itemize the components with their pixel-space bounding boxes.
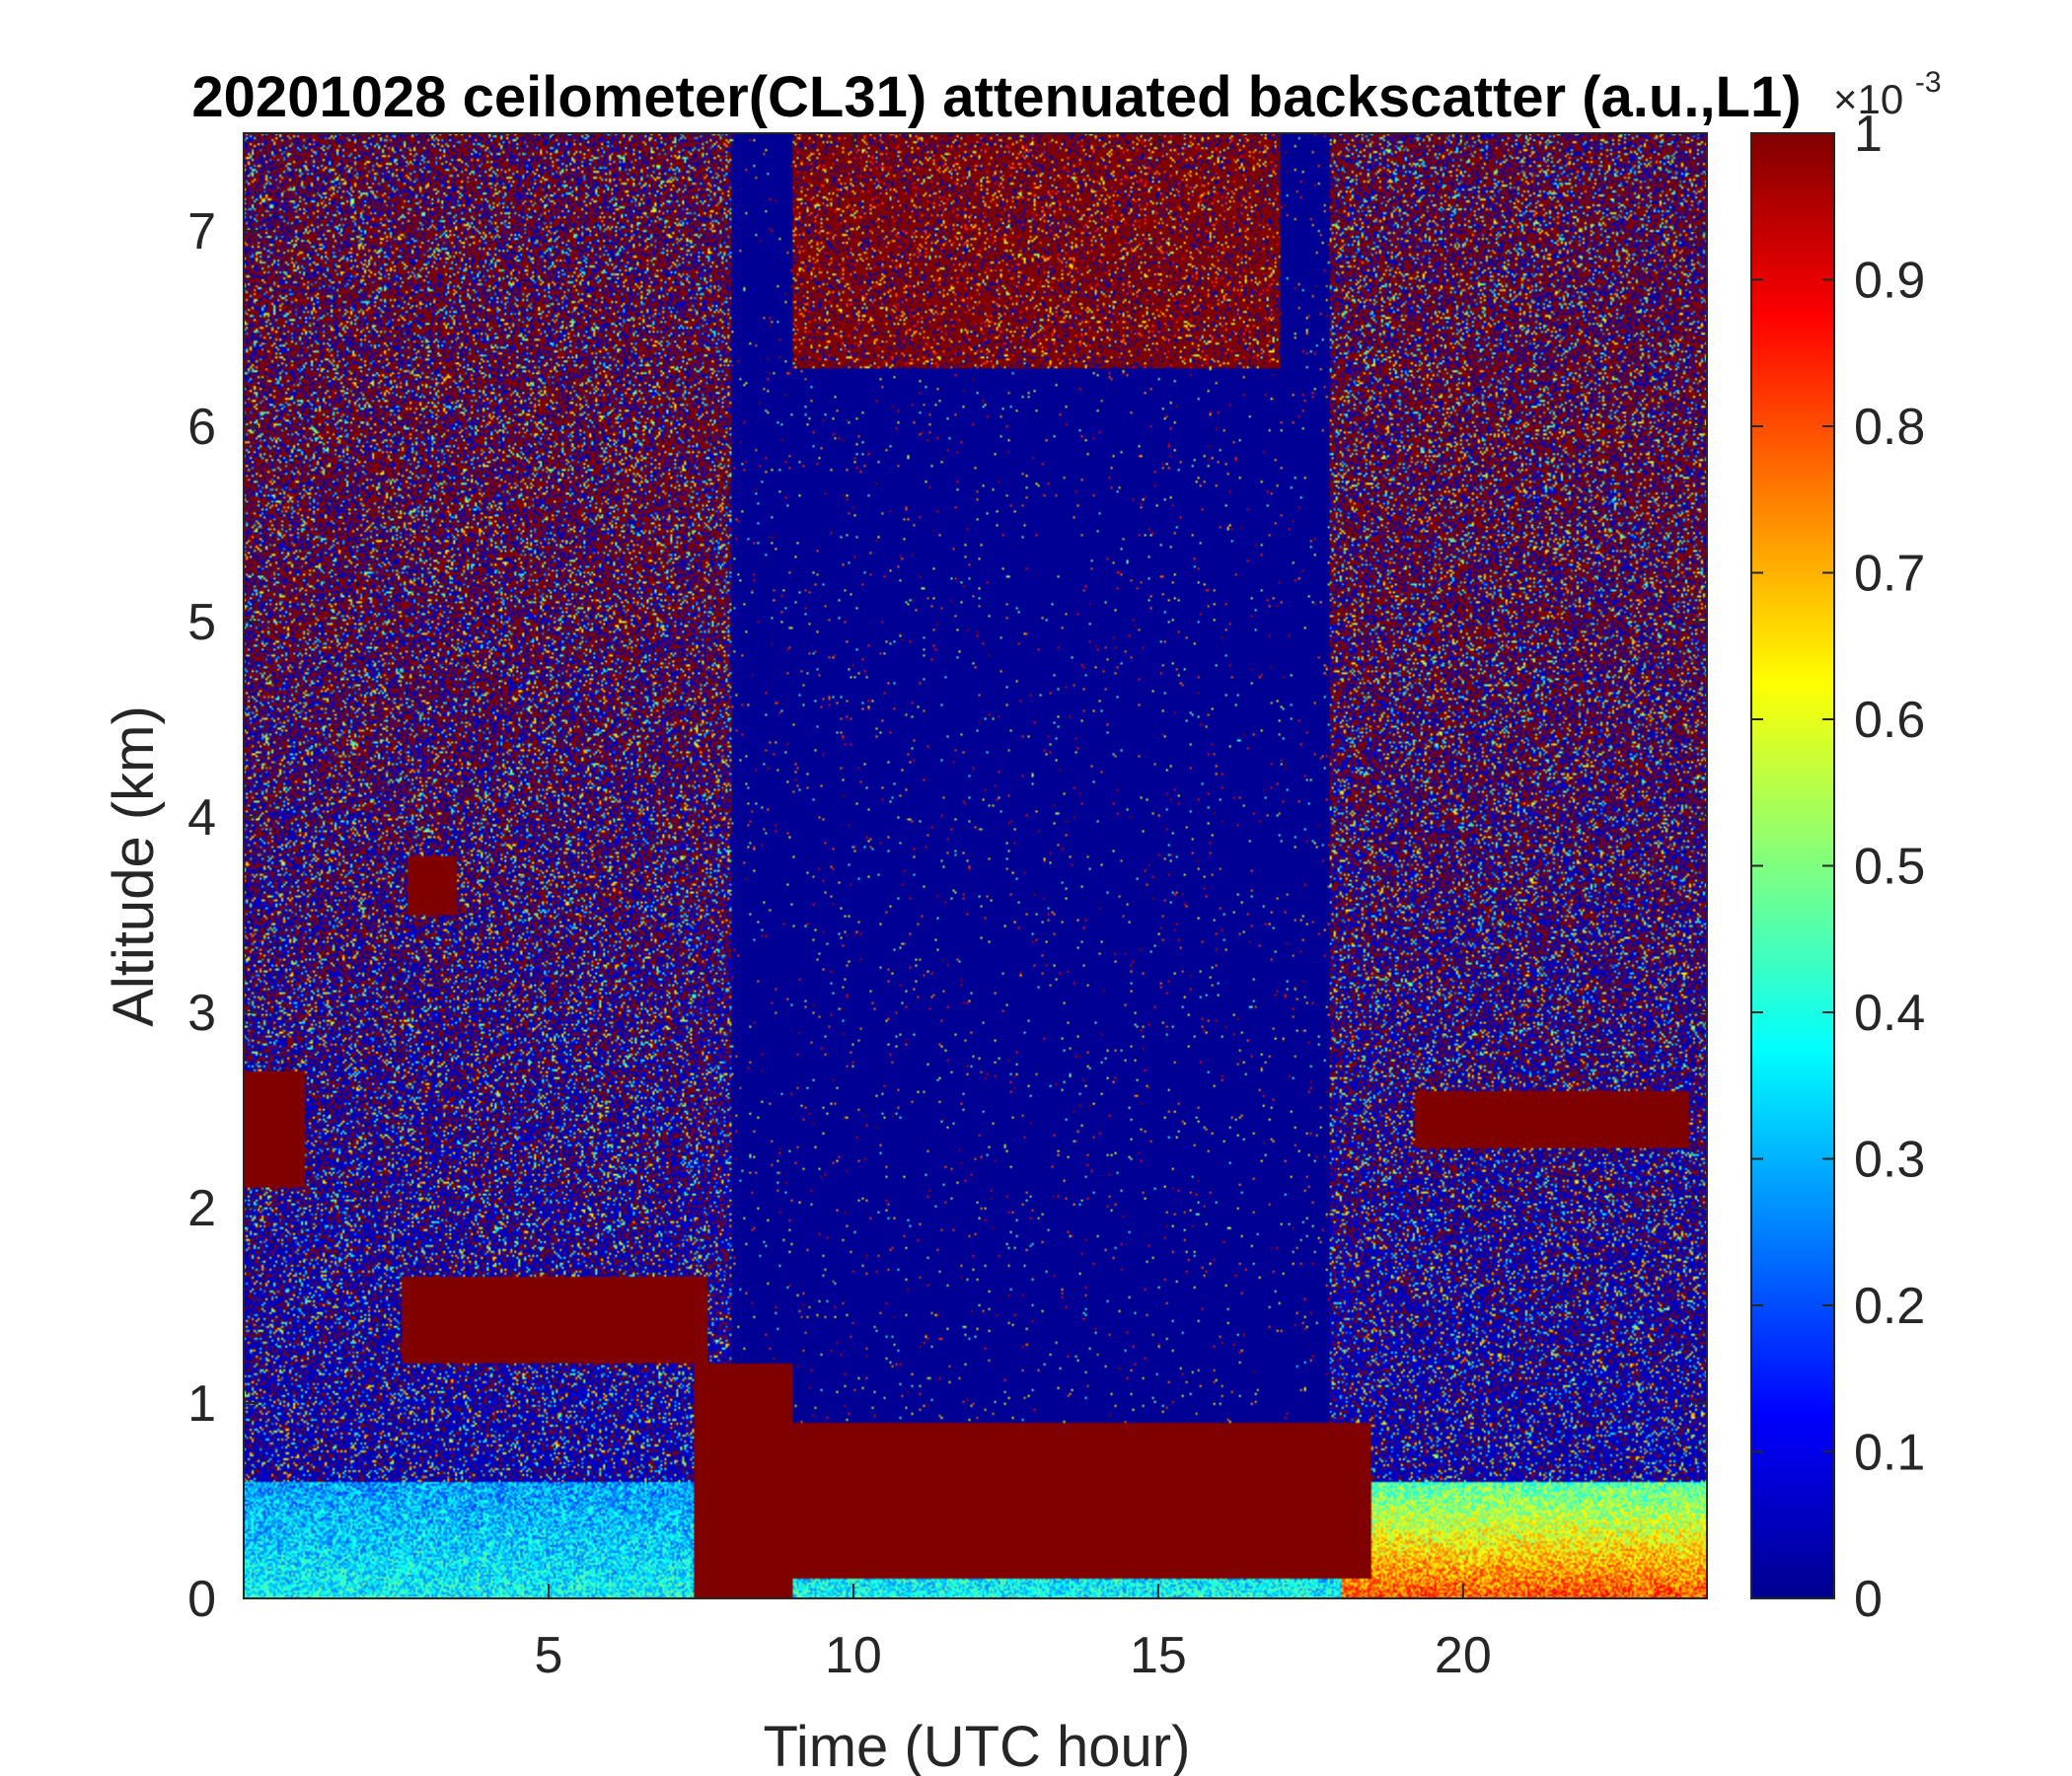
colorbar-tick-label: 0.9 (1854, 253, 1925, 310)
x-axis: 5 10 15 20 (534, 133, 1492, 1684)
colorbar-scale (1750, 132, 1835, 1599)
colorbar-tick-label: 0.2 (1854, 1278, 1925, 1335)
y-axis-label: Altitude (km) (102, 705, 166, 1027)
y-tick-label: 3 (187, 985, 216, 1042)
y-tick-label: 5 (187, 594, 216, 651)
chart-title: 20201028 ceilometer(CL31) attenuated bac… (191, 65, 1801, 129)
x-tick-label: 15 (1130, 1627, 1187, 1684)
colorbar-tick-label: 0.7 (1854, 546, 1925, 603)
colorbar-ticks: 0 0.1 0.2 0.3 0.4 0.5 0.6 0.7 0.8 0.9 1 (1751, 106, 1925, 1628)
x-tick-label: 10 (825, 1627, 882, 1684)
plot-frame (243, 132, 1708, 1599)
y-tick-label: 1 (187, 1375, 216, 1433)
colorbar-multiplier-exponent: -3 (1915, 66, 1942, 99)
colorbar-tick-label: 1 (1854, 106, 1883, 163)
colorbar-tick-label: 0.3 (1854, 1132, 1925, 1189)
y-axis: 0 1 2 3 4 5 6 7 (187, 203, 1707, 1628)
y-tick-label: 7 (187, 203, 216, 260)
y-tick-label: 6 (187, 399, 216, 456)
x-axis-label: Time (UTC hour) (764, 1715, 1191, 1776)
colorbar-tick-label: 0.8 (1854, 399, 1925, 456)
y-tick-label: 2 (187, 1180, 216, 1237)
colorbar-tick-label: 0.5 (1854, 839, 1925, 896)
x-tick-label: 20 (1435, 1627, 1492, 1684)
y-tick-label: 0 (187, 1571, 216, 1628)
colorbar-tick-label: 0 (1854, 1571, 1883, 1628)
y-tick-label: 4 (187, 789, 216, 847)
plot-area (243, 132, 1708, 1599)
colorbar-tick-label: 0.1 (1854, 1425, 1925, 1482)
x-tick-label: 5 (534, 1627, 562, 1684)
colorbar-tick-label: 0.4 (1854, 985, 1925, 1042)
colorbar: 0 0.1 0.2 0.3 0.4 0.5 0.6 0.7 0.8 0.9 1 ×10 -3 (1750, 66, 1942, 1628)
colorbar-multiplier-base: ×10 (1833, 76, 1903, 122)
backscatter-heatmap (244, 133, 1707, 1598)
colorbar-tick-label: 0.6 (1854, 692, 1925, 749)
colorbar-multiplier: ×10 -3 (1833, 66, 1942, 122)
